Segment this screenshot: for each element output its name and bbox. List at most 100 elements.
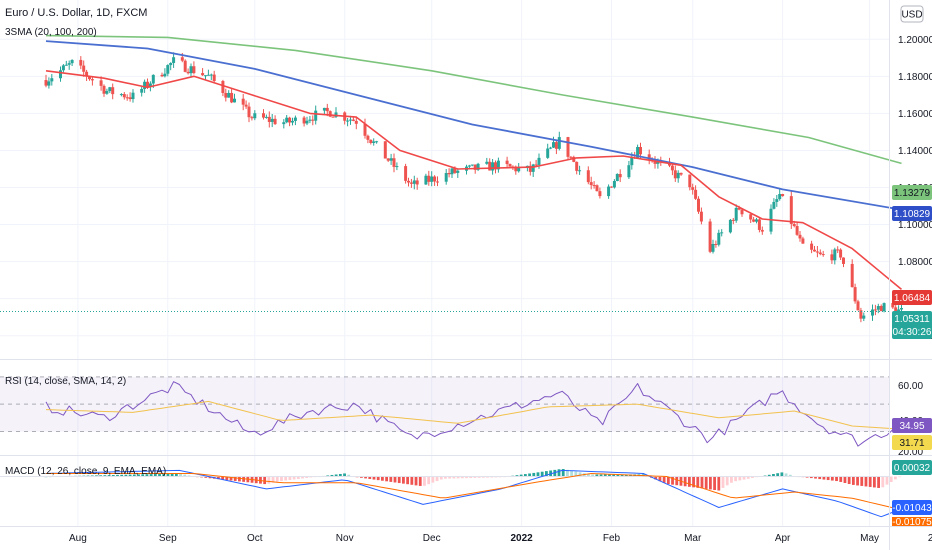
- candle-body[interactable]: [610, 186, 613, 188]
- candle-body[interactable]: [44, 80, 48, 86]
- candle-body[interactable]: [270, 118, 274, 122]
- candle-body[interactable]: [575, 161, 579, 171]
- candle-body[interactable]: [409, 182, 413, 184]
- candle-body[interactable]: [557, 137, 561, 149]
- candle-body[interactable]: [172, 57, 176, 63]
- candle-body[interactable]: [230, 92, 234, 103]
- candle-body[interactable]: [456, 170, 460, 173]
- candle-body[interactable]: [488, 161, 492, 171]
- candle-body[interactable]: [389, 158, 393, 161]
- candle-body[interactable]: [346, 120, 350, 122]
- candle-body[interactable]: [169, 62, 173, 66]
- candle-body[interactable]: [813, 249, 816, 252]
- candle-body[interactable]: [485, 161, 489, 164]
- candle-body[interactable]: [714, 243, 718, 245]
- candle-body[interactable]: [212, 74, 216, 82]
- candle-body[interactable]: [125, 97, 129, 99]
- candle-body[interactable]: [407, 180, 410, 183]
- candle-body[interactable]: [302, 117, 306, 124]
- candle-body[interactable]: [247, 106, 251, 118]
- candle-body[interactable]: [862, 315, 866, 319]
- candle-body[interactable]: [636, 147, 640, 158]
- candle-body[interactable]: [201, 73, 205, 76]
- candle-body[interactable]: [694, 189, 698, 199]
- candle-body[interactable]: [244, 104, 248, 107]
- candle-body[interactable]: [711, 243, 715, 252]
- candle-body[interactable]: [99, 80, 103, 86]
- candle-body[interactable]: [375, 141, 379, 143]
- candle-body[interactable]: [859, 310, 863, 319]
- candle-body[interactable]: [879, 306, 883, 312]
- candle-body[interactable]: [795, 226, 799, 235]
- candle-body[interactable]: [760, 229, 764, 232]
- candle-body[interactable]: [160, 74, 164, 77]
- candle-body[interactable]: [221, 81, 225, 93]
- candle-body[interactable]: [427, 175, 431, 182]
- candle-body[interactable]: [688, 174, 692, 188]
- candle-body[interactable]: [189, 66, 193, 74]
- candle-body[interactable]: [815, 251, 819, 253]
- candle-body[interactable]: [308, 119, 312, 121]
- candle-body[interactable]: [227, 92, 231, 98]
- candle-body[interactable]: [772, 201, 776, 209]
- candle-body[interactable]: [830, 254, 834, 261]
- candle-body[interactable]: [749, 214, 753, 220]
- candle-body[interactable]: [598, 191, 602, 197]
- candle-body[interactable]: [496, 160, 500, 170]
- candle-body[interactable]: [578, 170, 582, 172]
- candle-body[interactable]: [798, 234, 802, 239]
- candle-body[interactable]: [369, 139, 373, 143]
- candle-body[interactable]: [656, 161, 660, 164]
- candle-body[interactable]: [108, 87, 112, 92]
- candle-body[interactable]: [839, 249, 843, 258]
- candle-body[interactable]: [64, 64, 68, 66]
- candle-body[interactable]: [166, 65, 170, 74]
- candle-body[interactable]: [891, 303, 895, 308]
- candle-body[interactable]: [285, 117, 289, 123]
- candle-body[interactable]: [163, 73, 167, 77]
- candle-body[interactable]: [131, 92, 135, 100]
- candle-body[interactable]: [470, 164, 474, 166]
- candle-body[interactable]: [552, 142, 555, 148]
- candle-body[interactable]: [534, 164, 538, 166]
- candle-body[interactable]: [90, 79, 94, 81]
- candle-body[interactable]: [282, 122, 286, 125]
- candle-body[interactable]: [325, 107, 329, 112]
- candle-body[interactable]: [354, 120, 358, 124]
- candle-body[interactable]: [740, 209, 744, 215]
- candle-body[interactable]: [755, 219, 758, 222]
- candle-body[interactable]: [105, 91, 109, 94]
- candle-body[interactable]: [792, 223, 796, 227]
- candle-body[interactable]: [639, 147, 642, 155]
- candle-body[interactable]: [305, 120, 309, 124]
- candle-body[interactable]: [670, 165, 674, 171]
- candle-body[interactable]: [224, 92, 228, 98]
- candle-body[interactable]: [453, 168, 457, 173]
- candle-body[interactable]: [70, 59, 74, 64]
- candle-body[interactable]: [288, 117, 292, 123]
- candle-body[interactable]: [311, 119, 315, 121]
- candle-body[interactable]: [111, 87, 115, 95]
- candle-body[interactable]: [781, 194, 785, 197]
- candle-body[interactable]: [404, 166, 408, 181]
- candle-body[interactable]: [314, 110, 318, 121]
- candle-body[interactable]: [528, 165, 532, 172]
- macd-label[interactable]: MACD (12, 26, close, 9, EMA, EMA): [5, 466, 166, 477]
- candle-body[interactable]: [349, 119, 352, 121]
- candle-body[interactable]: [627, 165, 631, 178]
- candle-body[interactable]: [566, 137, 570, 157]
- candle-body[interactable]: [204, 75, 207, 77]
- candle-body[interactable]: [386, 158, 390, 161]
- candle-body[interactable]: [737, 207, 741, 210]
- candle-body[interactable]: [180, 57, 184, 61]
- candle-body[interactable]: [253, 113, 257, 119]
- candle-body[interactable]: [546, 148, 550, 158]
- currency-button[interactable]: USD: [900, 5, 924, 23]
- candle-body[interactable]: [241, 98, 245, 105]
- candle-body[interactable]: [728, 219, 732, 233]
- candle-body[interactable]: [734, 207, 738, 221]
- candle-body[interactable]: [206, 74, 210, 76]
- candle-body[interactable]: [850, 263, 854, 288]
- candle-body[interactable]: [436, 181, 439, 183]
- candle-body[interactable]: [517, 167, 521, 172]
